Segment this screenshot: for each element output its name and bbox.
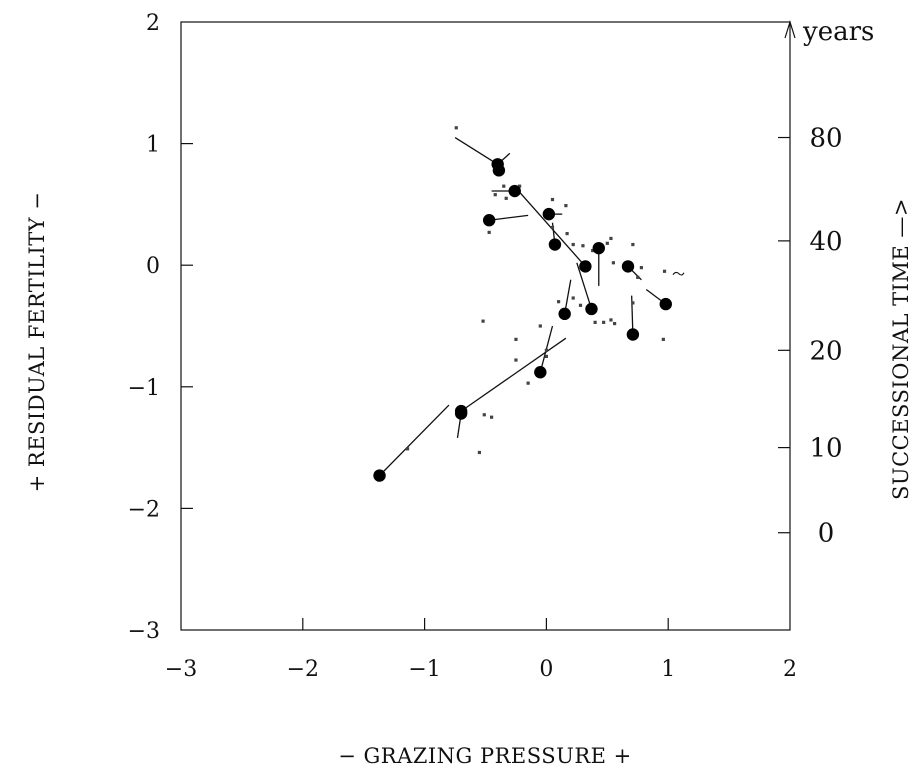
plot-point bbox=[550, 225, 555, 230]
right-axis-unit: years bbox=[802, 17, 874, 47]
plot-point bbox=[578, 303, 583, 307]
x-tick-label: 2 bbox=[783, 657, 797, 682]
plot-point bbox=[514, 358, 518, 362]
plot-point bbox=[591, 249, 595, 253]
centroid-point bbox=[548, 238, 562, 251]
plot-point bbox=[544, 348, 548, 352]
centroid-point bbox=[558, 307, 571, 321]
plot-point bbox=[593, 320, 597, 324]
x-tick-label: 1 bbox=[661, 657, 675, 682]
plot-point bbox=[504, 196, 508, 200]
y-axis-title: + RESIDUAL FERTILITY − bbox=[25, 192, 49, 493]
centroid-point bbox=[534, 366, 547, 379]
plot-point bbox=[662, 269, 667, 273]
x-tick-label: −3 bbox=[165, 657, 197, 682]
trajectory-segment bbox=[519, 191, 586, 267]
plot-point bbox=[605, 241, 609, 245]
plot-point bbox=[565, 231, 569, 236]
trajectory-lines bbox=[379, 136, 667, 477]
trajectory-segment bbox=[379, 404, 450, 477]
y-axis-ticks: −3 −2 −1 0 1 2 bbox=[128, 11, 193, 644]
right-tick-label: 20 bbox=[809, 336, 842, 366]
plot-point bbox=[502, 184, 506, 188]
centroid-point bbox=[373, 469, 386, 482]
plot-point bbox=[556, 300, 561, 304]
trajectory-segment bbox=[460, 337, 567, 412]
y-tick-label: −2 bbox=[128, 497, 160, 522]
y-tick-label: −1 bbox=[128, 376, 160, 401]
x-axis-title: − GRAZING PRESSURE + bbox=[338, 744, 632, 768]
y-tick-label: 2 bbox=[146, 11, 160, 36]
plot-point bbox=[613, 321, 617, 326]
plot-point bbox=[581, 244, 585, 248]
plot-point bbox=[487, 230, 491, 234]
plot-point bbox=[571, 242, 575, 247]
centroid-point bbox=[508, 184, 521, 198]
y-tick-label: 0 bbox=[146, 254, 160, 279]
centroid-point bbox=[482, 214, 496, 227]
x-tick-label: −2 bbox=[287, 657, 319, 682]
plot-points bbox=[405, 126, 667, 455]
x-tick-label: −1 bbox=[408, 657, 440, 682]
centroid-point bbox=[585, 302, 598, 316]
y-tick-label: 1 bbox=[146, 133, 160, 158]
plot-frame bbox=[180, 21, 791, 631]
plot-point bbox=[550, 197, 555, 202]
right-tick-label: 0 bbox=[818, 519, 835, 549]
right-axis-ticks: 0 10 20 40 80 bbox=[778, 124, 843, 549]
right-tick-label: 10 bbox=[809, 434, 842, 464]
x-tick-label: 0 bbox=[539, 657, 553, 682]
centroid-point bbox=[579, 260, 592, 273]
plot-point bbox=[611, 261, 615, 265]
plot-point bbox=[636, 275, 640, 279]
plot-point bbox=[518, 184, 522, 188]
plot-point bbox=[571, 296, 575, 300]
plot-point bbox=[661, 337, 665, 341]
plot-point bbox=[405, 447, 410, 451]
plot-point bbox=[602, 320, 606, 324]
right-axis-title: SUCCESSIONAL TIME —> bbox=[889, 198, 913, 500]
right-axis-arrow bbox=[784, 19, 796, 39]
tilde-mark bbox=[672, 271, 685, 276]
trajectory-segment bbox=[454, 136, 499, 165]
plot-point bbox=[564, 204, 568, 208]
centroid-point bbox=[659, 297, 672, 311]
plot-point bbox=[489, 415, 494, 419]
trajectory-segment bbox=[489, 214, 529, 221]
plot-point bbox=[544, 354, 548, 358]
right-tick-label: 80 bbox=[809, 124, 842, 154]
plot-point bbox=[526, 381, 530, 385]
plot-point bbox=[631, 301, 635, 305]
y-tick-label: −3 bbox=[128, 619, 160, 644]
plot-point bbox=[514, 337, 518, 341]
plot-point bbox=[482, 413, 486, 417]
centroid-point bbox=[626, 328, 640, 341]
centroid-point bbox=[542, 207, 556, 221]
plot-point bbox=[609, 236, 613, 241]
plot-point bbox=[609, 318, 613, 322]
plot-point bbox=[481, 319, 485, 323]
centroid-points bbox=[373, 158, 672, 482]
centroid-point bbox=[491, 158, 504, 171]
centroid-point bbox=[621, 260, 635, 273]
plot-border bbox=[180, 21, 791, 631]
plot-point bbox=[538, 324, 542, 328]
annotations bbox=[672, 19, 796, 276]
plot-point bbox=[454, 126, 458, 130]
x-axis-ticks: −3 −2 −1 0 1 2 bbox=[165, 618, 797, 682]
plot-point bbox=[477, 450, 482, 455]
plot-point bbox=[639, 266, 644, 270]
centroid-point bbox=[454, 407, 468, 420]
plot-point bbox=[493, 193, 497, 197]
centroid-point bbox=[592, 241, 605, 255]
trajectory-segment bbox=[576, 262, 593, 310]
right-tick-label: 40 bbox=[809, 227, 842, 257]
plot-point bbox=[631, 242, 635, 247]
